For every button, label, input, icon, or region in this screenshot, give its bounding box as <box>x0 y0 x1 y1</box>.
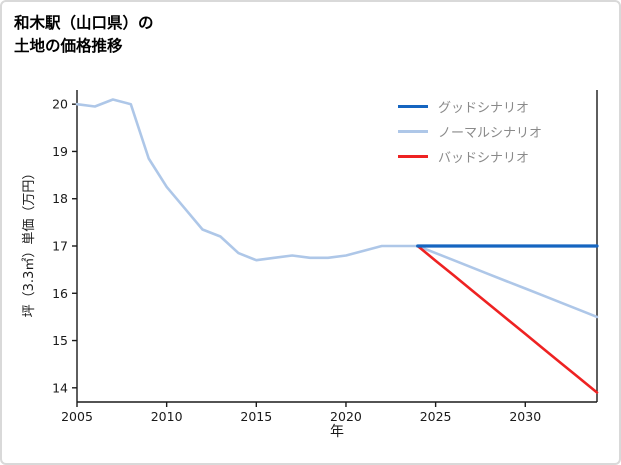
y-tick-label: 14 <box>52 380 68 395</box>
y-tick-label: 19 <box>52 144 68 159</box>
legend-item-normal: ノーマルシナリオ <box>398 119 542 144</box>
x-tick-label: 2025 <box>420 409 452 424</box>
x-tick-label: 2005 <box>61 409 93 424</box>
y-tick-label: 16 <box>52 286 68 301</box>
x-tick-label: 2010 <box>151 409 183 424</box>
x-axis-label: 年 <box>330 424 344 440</box>
x-tick-label: 2015 <box>240 409 272 424</box>
x-tick-label: 2030 <box>509 409 541 424</box>
y-tick-label: 20 <box>52 97 68 112</box>
legend-label-normal: ノーマルシナリオ <box>438 126 543 141</box>
legend-label-good: グッドシナリオ <box>438 101 530 116</box>
series-line-bad <box>416 244 599 394</box>
y-axis-label: 坪（3.3㎡）単価（万円） <box>22 166 37 318</box>
legend-item-bad: バッドシナリオ <box>398 144 542 169</box>
legend-item-good: グッドシナリオ <box>398 94 542 119</box>
chart-title-line1: 和木駅（山口県）の <box>14 14 154 32</box>
series-line-normal <box>75 98 599 319</box>
y-tick-label: 15 <box>52 333 68 348</box>
legend-swatch-good <box>398 105 428 108</box>
legend-swatch-normal <box>398 130 428 133</box>
chart-title: 和木駅（山口県）の 土地の価格推移 <box>14 12 154 59</box>
legend-label-bad: バッドシナリオ <box>438 151 530 166</box>
y-tick-label: 18 <box>52 191 68 206</box>
chart-title-line2: 土地の価格推移 <box>14 37 123 56</box>
chart-legend: グッドシナリオ ノーマルシナリオ バッドシナリオ <box>398 94 542 169</box>
legend-swatch-bad <box>398 155 428 158</box>
x-tick-label: 2020 <box>330 409 362 424</box>
y-tick-label: 17 <box>52 239 68 254</box>
